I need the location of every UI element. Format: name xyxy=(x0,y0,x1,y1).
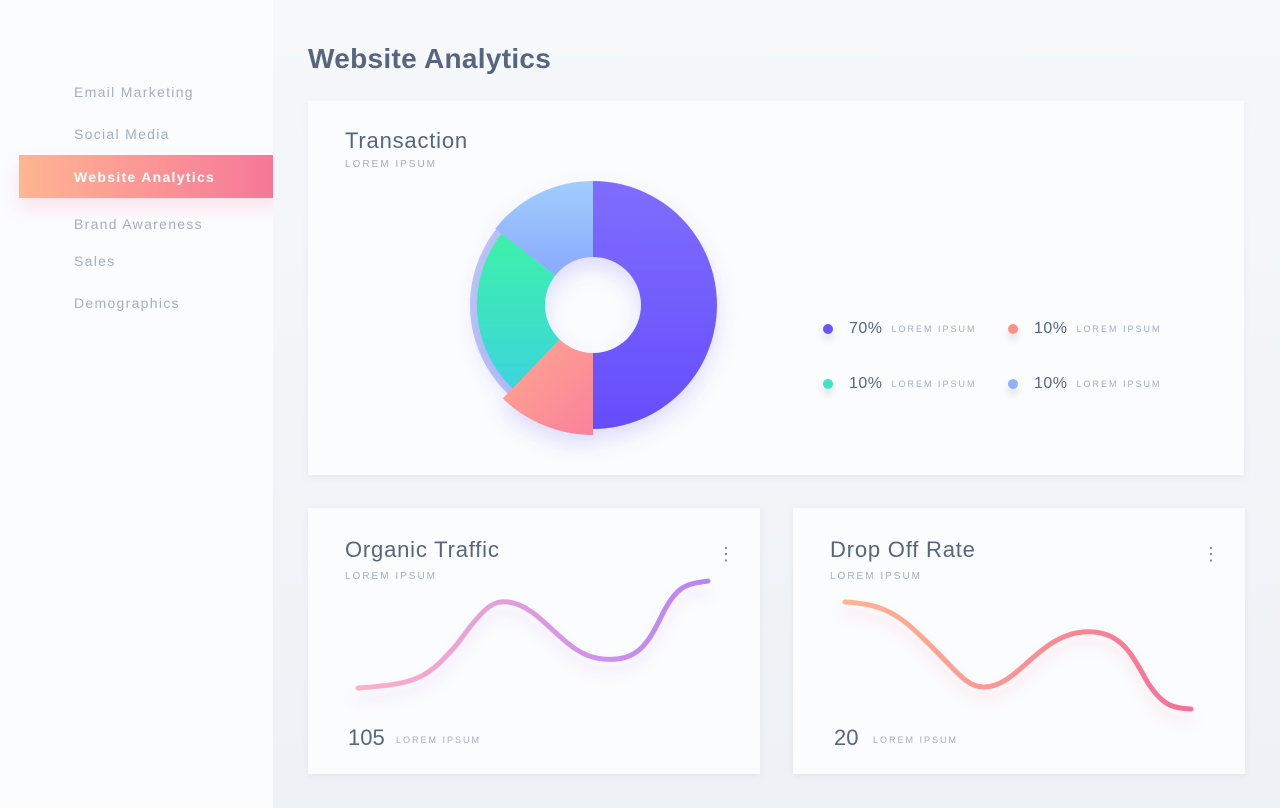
legend-value: 10% xyxy=(1034,375,1068,392)
legend-value: 70% xyxy=(849,320,883,337)
page-title: Website Analytics xyxy=(308,43,552,74)
metric-value: 20 xyxy=(834,725,859,750)
organic-traffic-line xyxy=(355,578,711,691)
sidebar-item-demographics[interactable]: Demographics xyxy=(74,295,180,311)
card-title: Transaction xyxy=(345,128,468,153)
sidebar-item-sales[interactable]: Sales xyxy=(74,253,116,269)
card-title: Drop Off Rate xyxy=(830,537,976,562)
legend-label: LOREM IPSUM xyxy=(891,324,977,334)
card-subtitle: LOREM IPSUM xyxy=(345,571,438,582)
legend-item: 10% LOREM IPSUM xyxy=(823,375,977,393)
legend-item: 10% LOREM IPSUM xyxy=(1008,375,1162,393)
sidebar-item-brand-awareness[interactable]: Brand Awareness xyxy=(74,216,203,232)
legend-dot xyxy=(1008,379,1018,389)
sidebar-item-social-media[interactable]: Social Media xyxy=(74,126,170,142)
transaction-card: Transaction LOREM IPSUM 70% LOREM IPSUM 1… xyxy=(308,101,1244,475)
legend-value: 10% xyxy=(1034,320,1068,337)
legend-label: LOREM IPSUM xyxy=(1076,379,1162,389)
legend-dot xyxy=(823,379,833,389)
card-subtitle: LOREM IPSUM xyxy=(345,159,438,170)
sidebar-item-email-marketing[interactable]: Email Marketing xyxy=(74,84,194,100)
donut-slice xyxy=(477,233,560,389)
metric-value: 105 xyxy=(348,725,385,750)
card-subtitle: LOREM IPSUM xyxy=(830,571,923,582)
donut-slice xyxy=(502,339,593,435)
drop-off-rate-card: Drop Off Rate LOREM IPSUM ⋮ 20 LOREM IPS… xyxy=(793,508,1245,774)
legend-value: 10% xyxy=(849,375,883,392)
organic-traffic-card: Organic Traffic LOREM IPSUM ⋮ 105 LOREM … xyxy=(308,508,760,774)
donut-slice xyxy=(593,181,717,429)
metric-label: LOREM IPSUM xyxy=(873,735,959,745)
legend-dot xyxy=(1008,324,1018,334)
legend-label: LOREM IPSUM xyxy=(891,379,977,389)
legend-label: LOREM IPSUM xyxy=(1076,324,1162,334)
drop-off-rate-line xyxy=(842,599,1194,712)
metric-label: LOREM IPSUM xyxy=(396,735,482,745)
legend-item: 10% LOREM IPSUM xyxy=(1008,320,1162,338)
legend-item: 70% LOREM IPSUM xyxy=(823,320,977,338)
donut-slice xyxy=(495,181,593,276)
donut-chart xyxy=(470,181,717,435)
sidebar: Email Marketing Social Media Website Ana… xyxy=(0,0,282,808)
card-title: Organic Traffic xyxy=(345,537,500,562)
legend-dot xyxy=(823,324,833,334)
sidebar-item-website-analytics[interactable]: Website Analytics xyxy=(19,155,282,198)
